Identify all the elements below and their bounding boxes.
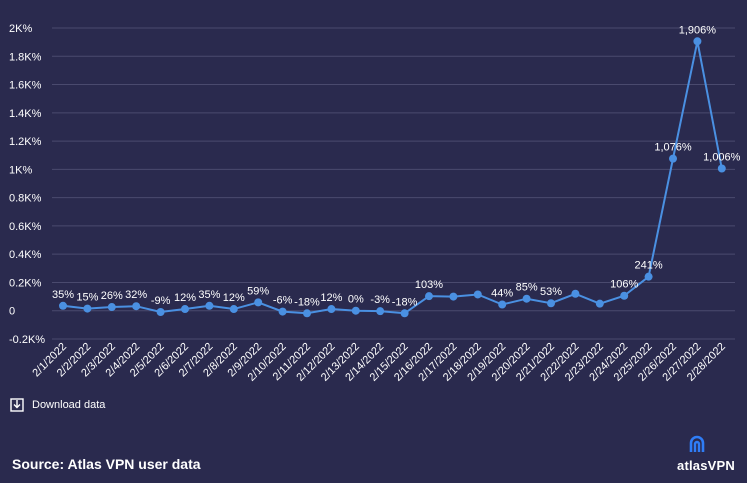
data-label: 1,076% xyxy=(654,142,692,154)
download-data-button[interactable]: Download data xyxy=(10,398,105,412)
data-point xyxy=(620,291,629,300)
atlas-vpn-logo-icon xyxy=(689,435,705,452)
data-point xyxy=(278,307,287,316)
data-point xyxy=(425,292,433,301)
y-tick-label: 1.8K% xyxy=(9,51,42,63)
y-tick-label: 0.4K% xyxy=(9,249,42,261)
y-tick-label: 1K% xyxy=(9,164,32,176)
data-label: 15% xyxy=(76,292,98,304)
data-point xyxy=(717,164,726,173)
data-point xyxy=(473,290,482,299)
data-label: 26% xyxy=(101,290,123,302)
data-point xyxy=(59,301,67,310)
brand-name-atlas: atlas xyxy=(677,458,708,473)
atlas-vpn-logo: atlasVPN xyxy=(677,432,735,473)
data-point xyxy=(205,301,214,310)
data-point xyxy=(522,294,531,303)
data-label: 1,906% xyxy=(679,24,717,36)
data-label: 0% xyxy=(348,294,364,306)
data-point xyxy=(498,300,507,309)
data-point xyxy=(400,309,409,318)
data-point xyxy=(571,289,580,298)
y-tick-label: 1.4K% xyxy=(9,108,42,120)
data-label: 12% xyxy=(223,292,245,304)
data-point xyxy=(132,302,141,311)
data-point xyxy=(644,272,653,281)
source-text: Source: Atlas VPN user data xyxy=(12,456,201,472)
line-chart: 2K% 1.8K% 1.6K% 1.4K% 1.2K% 1K% 0.8K% 0.6K% 0.4K… xyxy=(9,23,741,384)
data-label: 32% xyxy=(125,289,147,301)
download-icon xyxy=(10,398,24,412)
data-point xyxy=(669,154,677,163)
data-label: -9% xyxy=(151,295,171,307)
y-tick-label: 0 xyxy=(9,306,15,318)
y-tick-label: 1.6K% xyxy=(9,80,42,92)
data-label: 44% xyxy=(491,288,513,300)
data-point xyxy=(327,305,336,314)
data-label: 59% xyxy=(247,285,269,297)
brand-name: atlasVPN xyxy=(677,458,735,473)
data-label: 106% xyxy=(610,279,638,291)
data-point xyxy=(303,309,311,318)
data-label: 12% xyxy=(320,292,342,304)
data-point xyxy=(83,304,92,313)
data-point xyxy=(156,307,165,316)
y-tick-label: 2K% xyxy=(9,23,32,35)
data-label: 35% xyxy=(198,289,220,301)
data-label: 85% xyxy=(516,282,538,294)
data-label: 12% xyxy=(174,292,196,304)
data-label: -18% xyxy=(392,296,418,308)
y-tick-label: 0.8K% xyxy=(9,193,42,205)
series-line xyxy=(62,41,723,315)
data-label: 1,006% xyxy=(703,152,741,164)
data-point xyxy=(181,305,189,314)
data-point xyxy=(449,292,458,301)
data-point xyxy=(376,307,385,316)
data-label: 103% xyxy=(415,279,443,291)
data-point xyxy=(693,37,702,46)
data-label: 241% xyxy=(635,260,663,272)
data-point xyxy=(351,306,360,315)
data-point xyxy=(595,299,604,308)
data-label: -18% xyxy=(294,296,320,308)
download-label: Download data xyxy=(32,399,106,411)
data-label: 35% xyxy=(52,289,74,301)
brand-name-vpn: VPN xyxy=(707,458,735,473)
data-point xyxy=(254,298,263,307)
y-tick-label: 1.2K% xyxy=(9,136,42,148)
data-point xyxy=(107,303,116,312)
data-point xyxy=(547,299,555,308)
data-point xyxy=(229,305,238,314)
y-tick-label: -0.2K% xyxy=(9,334,45,346)
data-label: -3% xyxy=(370,294,390,306)
data-label: 53% xyxy=(540,286,562,298)
data-label: -6% xyxy=(273,295,293,307)
y-tick-label: 0.2K% xyxy=(9,277,42,289)
y-tick-label: 0.6K% xyxy=(9,221,42,233)
